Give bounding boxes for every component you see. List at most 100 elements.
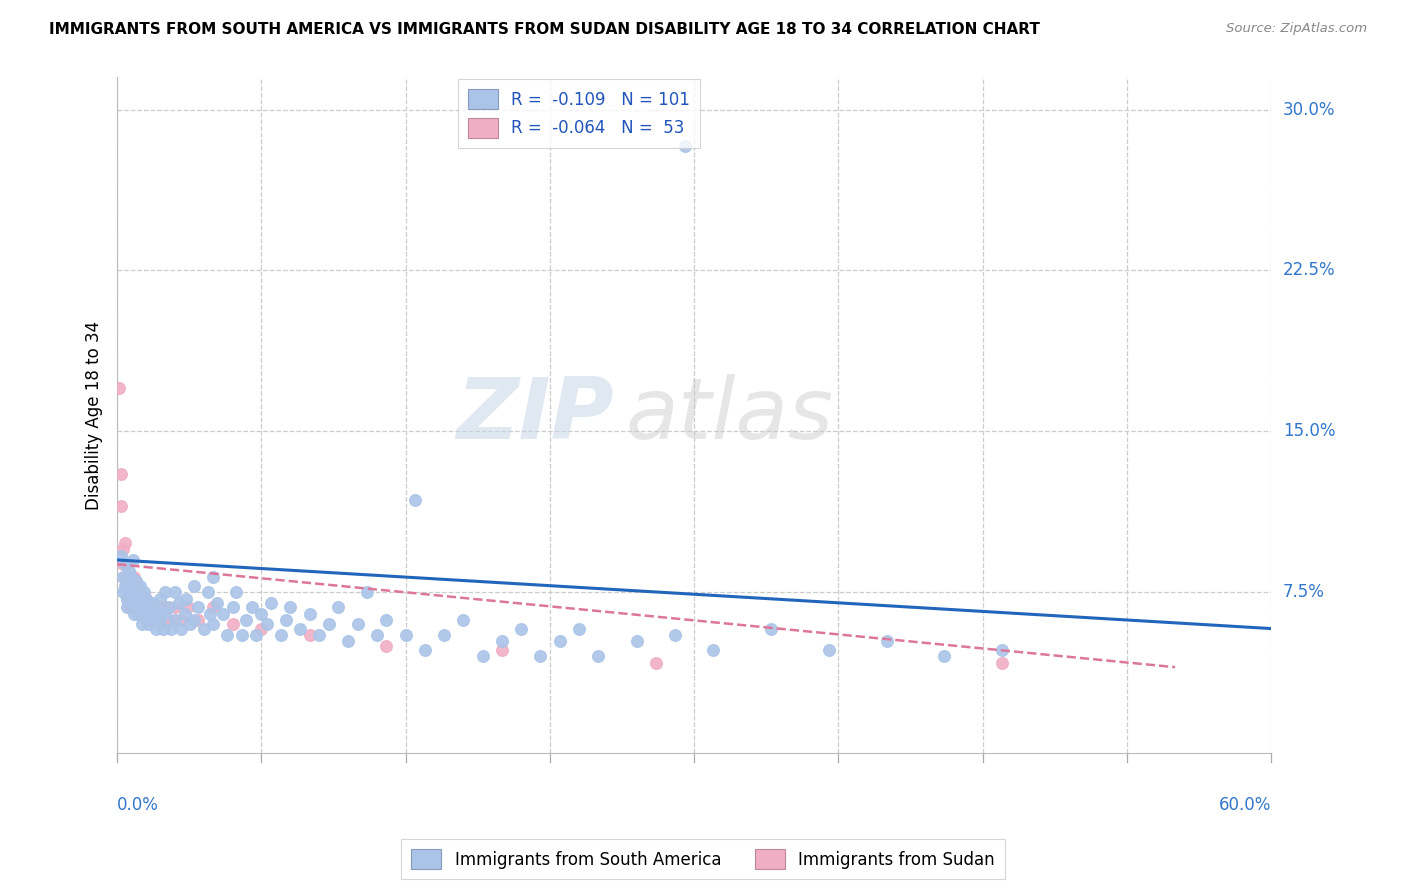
Point xyxy=(136,600,159,615)
Point xyxy=(111,542,134,557)
Point xyxy=(205,596,228,610)
Point xyxy=(356,585,378,599)
Point xyxy=(548,634,571,648)
Point xyxy=(115,591,138,606)
Point xyxy=(145,600,167,615)
Point xyxy=(121,585,143,599)
Point xyxy=(127,607,149,621)
Point xyxy=(125,600,148,615)
Point xyxy=(129,600,152,615)
Point xyxy=(183,613,205,627)
Point xyxy=(120,590,142,604)
Point xyxy=(276,613,298,627)
Point xyxy=(114,570,136,584)
Point xyxy=(702,643,724,657)
Point xyxy=(139,607,162,621)
Point xyxy=(529,649,551,664)
Point xyxy=(146,613,169,627)
Point xyxy=(121,600,143,615)
Point xyxy=(215,628,238,642)
Point xyxy=(118,579,141,593)
Point xyxy=(250,607,273,621)
Point xyxy=(759,622,782,636)
Point xyxy=(125,574,148,589)
Point xyxy=(148,591,170,606)
Point xyxy=(157,613,180,627)
Point xyxy=(318,617,340,632)
Point xyxy=(240,600,263,615)
Legend: R =  -0.109   N = 101, R =  -0.064   N =  53: R = -0.109 N = 101, R = -0.064 N = 53 xyxy=(458,79,700,148)
Point xyxy=(202,617,225,632)
Point xyxy=(221,600,243,615)
Point xyxy=(150,613,173,627)
Point xyxy=(169,613,191,627)
Point xyxy=(115,558,138,572)
Point xyxy=(120,591,142,606)
Point xyxy=(644,656,666,670)
Point xyxy=(141,600,163,615)
Point xyxy=(298,628,321,642)
Point xyxy=(148,617,170,632)
Point xyxy=(221,617,243,632)
Y-axis label: Disability Age 18 to 34: Disability Age 18 to 34 xyxy=(86,320,103,509)
Point xyxy=(121,579,143,593)
Point xyxy=(134,607,156,621)
Point xyxy=(491,643,513,657)
Point xyxy=(135,607,157,621)
Point xyxy=(145,600,167,615)
Point xyxy=(118,564,141,578)
Point xyxy=(160,622,183,636)
Point xyxy=(124,585,146,599)
Point xyxy=(124,570,146,584)
Point xyxy=(250,622,273,636)
Point xyxy=(124,591,146,606)
Point xyxy=(118,570,141,584)
Point xyxy=(129,585,152,599)
Point xyxy=(673,139,696,153)
Point xyxy=(129,607,152,621)
Point xyxy=(127,591,149,606)
Point xyxy=(150,607,173,621)
Point xyxy=(134,585,156,599)
Point xyxy=(163,585,186,599)
Text: atlas: atlas xyxy=(626,374,832,457)
Point xyxy=(404,492,426,507)
Point xyxy=(125,596,148,610)
Point xyxy=(155,585,177,599)
Point xyxy=(155,607,177,621)
Point xyxy=(413,643,436,657)
Point xyxy=(148,600,170,615)
Point xyxy=(110,500,132,514)
Point xyxy=(202,600,225,615)
Point xyxy=(163,600,186,615)
Point xyxy=(121,600,143,615)
Point xyxy=(110,549,132,563)
Point xyxy=(288,622,311,636)
Point xyxy=(235,613,257,627)
Point xyxy=(115,600,138,615)
Point xyxy=(471,649,494,664)
Text: 0.0%: 0.0% xyxy=(117,796,159,814)
Point xyxy=(510,622,533,636)
Point xyxy=(142,613,165,627)
Point xyxy=(626,634,648,648)
Point xyxy=(121,579,143,593)
Text: 7.5%: 7.5% xyxy=(1282,583,1324,601)
Point xyxy=(187,613,209,627)
Point xyxy=(125,585,148,599)
Point xyxy=(991,656,1014,670)
Point xyxy=(202,570,225,584)
Point xyxy=(818,643,841,657)
Point xyxy=(135,591,157,606)
Point xyxy=(125,579,148,593)
Point xyxy=(114,536,136,550)
Point xyxy=(212,607,235,621)
Point xyxy=(135,591,157,606)
Point xyxy=(142,613,165,627)
Point xyxy=(991,643,1014,657)
Point xyxy=(298,607,321,621)
Point xyxy=(278,600,301,615)
Point xyxy=(135,613,157,627)
Text: 15.0%: 15.0% xyxy=(1282,422,1336,441)
Point xyxy=(876,634,898,648)
